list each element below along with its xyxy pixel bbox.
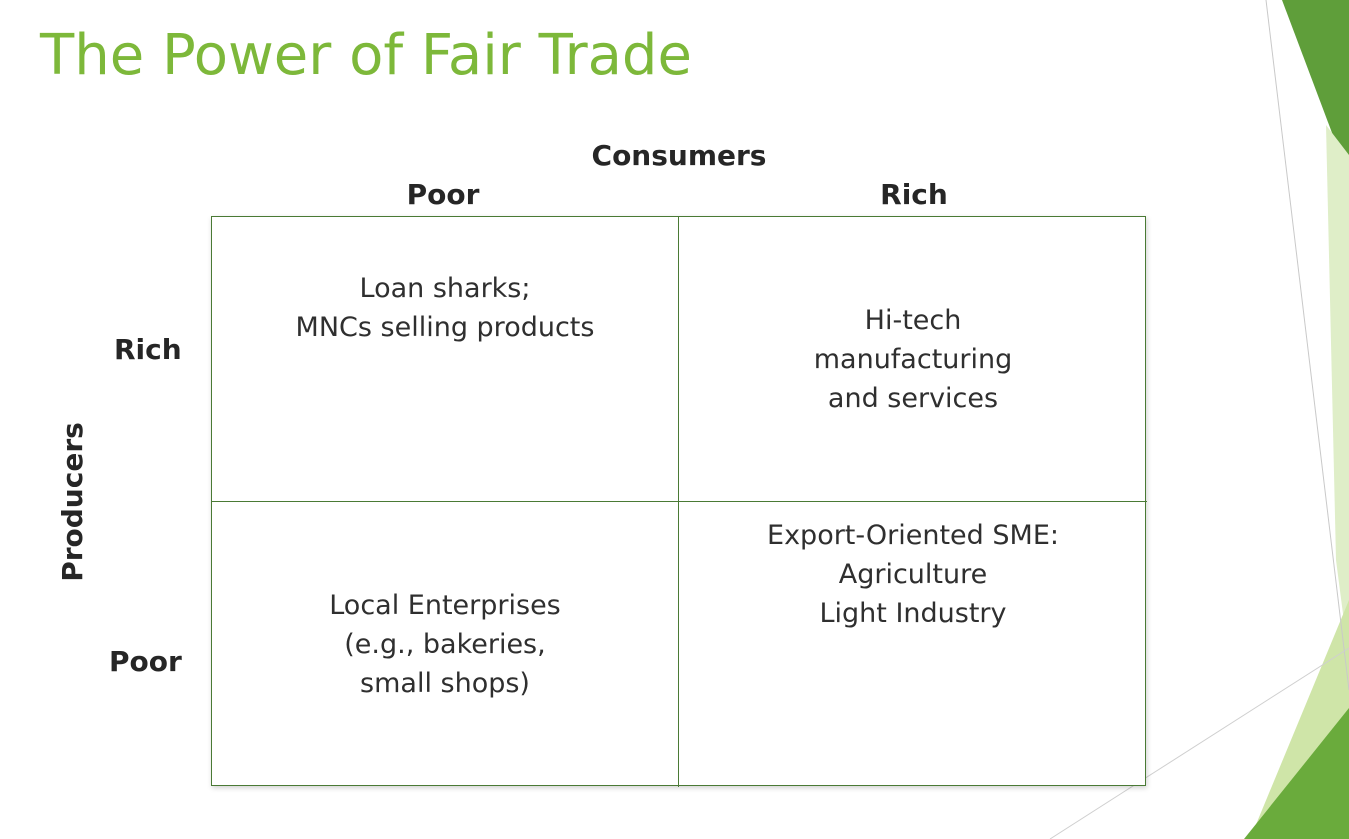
cell-text-line: Loan sharks; (359, 273, 531, 304)
matrix-cell-rich-producers-rich-consumers: Hi-tech manufacturing and services (679, 217, 1147, 502)
consumers-axis-label: Consumers (591, 139, 767, 172)
matrix-cell-poor-producers-poor-consumers: Local Enterprises (e.g., bakeries, small… (212, 502, 679, 787)
cell-text-line: and services (827, 382, 999, 414)
row-header-rich: Rich (114, 333, 182, 366)
decorative-diagonal-line-top (1265, 0, 1349, 691)
cell-text-line: Export-Oriented SME: (767, 520, 1059, 551)
slide-title: The Power of Fair Trade (40, 23, 692, 88)
decorative-diagonal-line-bottom (1049, 647, 1349, 839)
matrix-cell-poor-producers-rich-consumers: Export-Oriented SME: Agriculture Light I… (679, 502, 1147, 787)
cell-text-line: (e.g., bakeries, (344, 629, 546, 660)
fair-trade-matrix: Loan sharks; MNCs selling products Hi-te… (211, 216, 1147, 787)
matrix-cell-rich-producers-poor-consumers: Loan sharks; MNCs selling products (212, 217, 679, 502)
producers-axis-label: Producers (56, 422, 89, 582)
cell-text-line: small shops) (360, 668, 530, 699)
cell-text-line: MNCs selling products (295, 312, 595, 343)
cell-text-line: Agriculture (838, 559, 988, 590)
cell-text-line: manufacturing (813, 343, 1013, 375)
cell-text-line: Light Industry (819, 598, 1007, 629)
right-light-green-strip (1326, 125, 1349, 660)
row-header-poor: Poor (109, 645, 182, 678)
column-header-poor: Poor (406, 178, 480, 211)
column-header-rich: Rich (880, 178, 948, 211)
cell-text-line: Hi-tech (864, 304, 962, 336)
cell-text-line: Local Enterprises (329, 590, 561, 621)
bottom-right-dark-green-shape (1244, 708, 1349, 839)
